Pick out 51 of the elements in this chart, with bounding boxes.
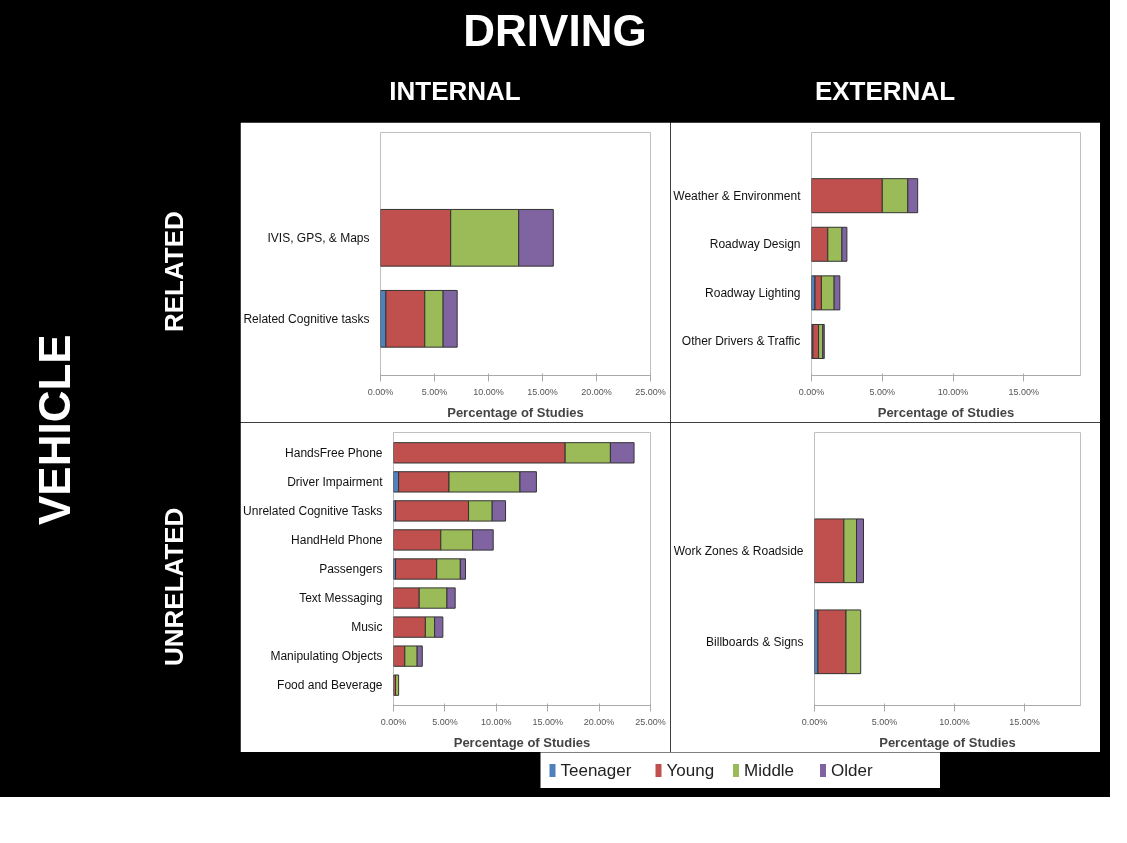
x-tick-label: 5.00%	[871, 716, 898, 727]
x-tick-label: 5.00%	[869, 386, 896, 397]
legend-label: Young	[666, 761, 715, 780]
x-tick-label: 5.00%	[432, 716, 458, 727]
x-tick-label: 0.00%	[801, 716, 828, 727]
chart-title: INTERNAL	[389, 75, 521, 109]
x-axis-title: Percentage of Studies	[879, 734, 1016, 750]
y-tick-label: IVIS, GPS, & Maps	[267, 230, 370, 245]
x-tick-label: 10.00%	[481, 716, 512, 727]
y-tick-label: Unrelated Cognitive Tasks	[243, 503, 383, 518]
y-tick-label: Text Messaging	[299, 591, 383, 606]
text: VEHICLE	[28, 334, 80, 525]
y-tick-label: Driver Impairment	[287, 474, 384, 489]
y-tick-label: Work Zones & Roadside	[673, 543, 804, 558]
x-tick-label: 20.00%	[583, 716, 615, 727]
y-tick-label: HandsFree Phone	[285, 445, 383, 460]
x-axis-title: Percentage of Studies	[453, 734, 591, 750]
text: DRIVING	[463, 4, 647, 57]
x-tick-label: 15.00%	[1009, 716, 1040, 727]
x-tick-label: 0.00%	[380, 716, 407, 727]
y-axis-title: UNRELATED	[158, 507, 191, 667]
y-tick-label: HandHeld Phone	[291, 532, 383, 547]
x-tick-label: 25.00%	[635, 386, 666, 397]
y-tick-label: Food and Beverage	[277, 678, 383, 693]
x-tick-label: 5.00%	[421, 386, 448, 397]
x-tick-label: 10.00%	[939, 716, 970, 727]
legend-label: Older	[831, 761, 873, 780]
x-tick-label: 0.00%	[367, 386, 394, 397]
x-tick-label: 15.00%	[527, 386, 558, 397]
x-tick-label: 10.00%	[937, 386, 969, 397]
y-tick-label: Passengers	[319, 562, 383, 576]
y-tick-label: Roadway Lighting	[705, 285, 801, 300]
y-tick-label: Music	[351, 620, 383, 635]
x-tick-label: 10.00%	[473, 386, 504, 397]
y-axis-title: RELATED	[158, 211, 191, 333]
legend-label: Middle	[744, 761, 795, 780]
x-axis-title: Percentage of Studies	[877, 404, 1015, 420]
x-axis-title: Percentage of Studies	[447, 404, 584, 420]
x-tick-label: 25.00%	[635, 716, 666, 727]
chart-title: EXTERNAL	[814, 75, 956, 109]
x-tick-label: 20.00%	[581, 386, 612, 397]
y-tick-label: Related Cognitive tasks	[243, 311, 370, 326]
legend-label: Teenager	[560, 761, 632, 780]
y-tick-label: Billboards & Signs	[706, 634, 804, 649]
x-tick-label: 15.00%	[1008, 386, 1040, 397]
x-tick-label: 15.00%	[532, 716, 563, 727]
x-tick-label: 0.00%	[798, 386, 825, 397]
y-tick-label: Weather & Environment	[673, 188, 802, 203]
y-tick-label: Manipulating Objects	[270, 649, 383, 664]
y-tick-label: Roadway Design	[709, 237, 801, 252]
y-tick-label: Other Drivers & Traffic	[681, 334, 801, 349]
